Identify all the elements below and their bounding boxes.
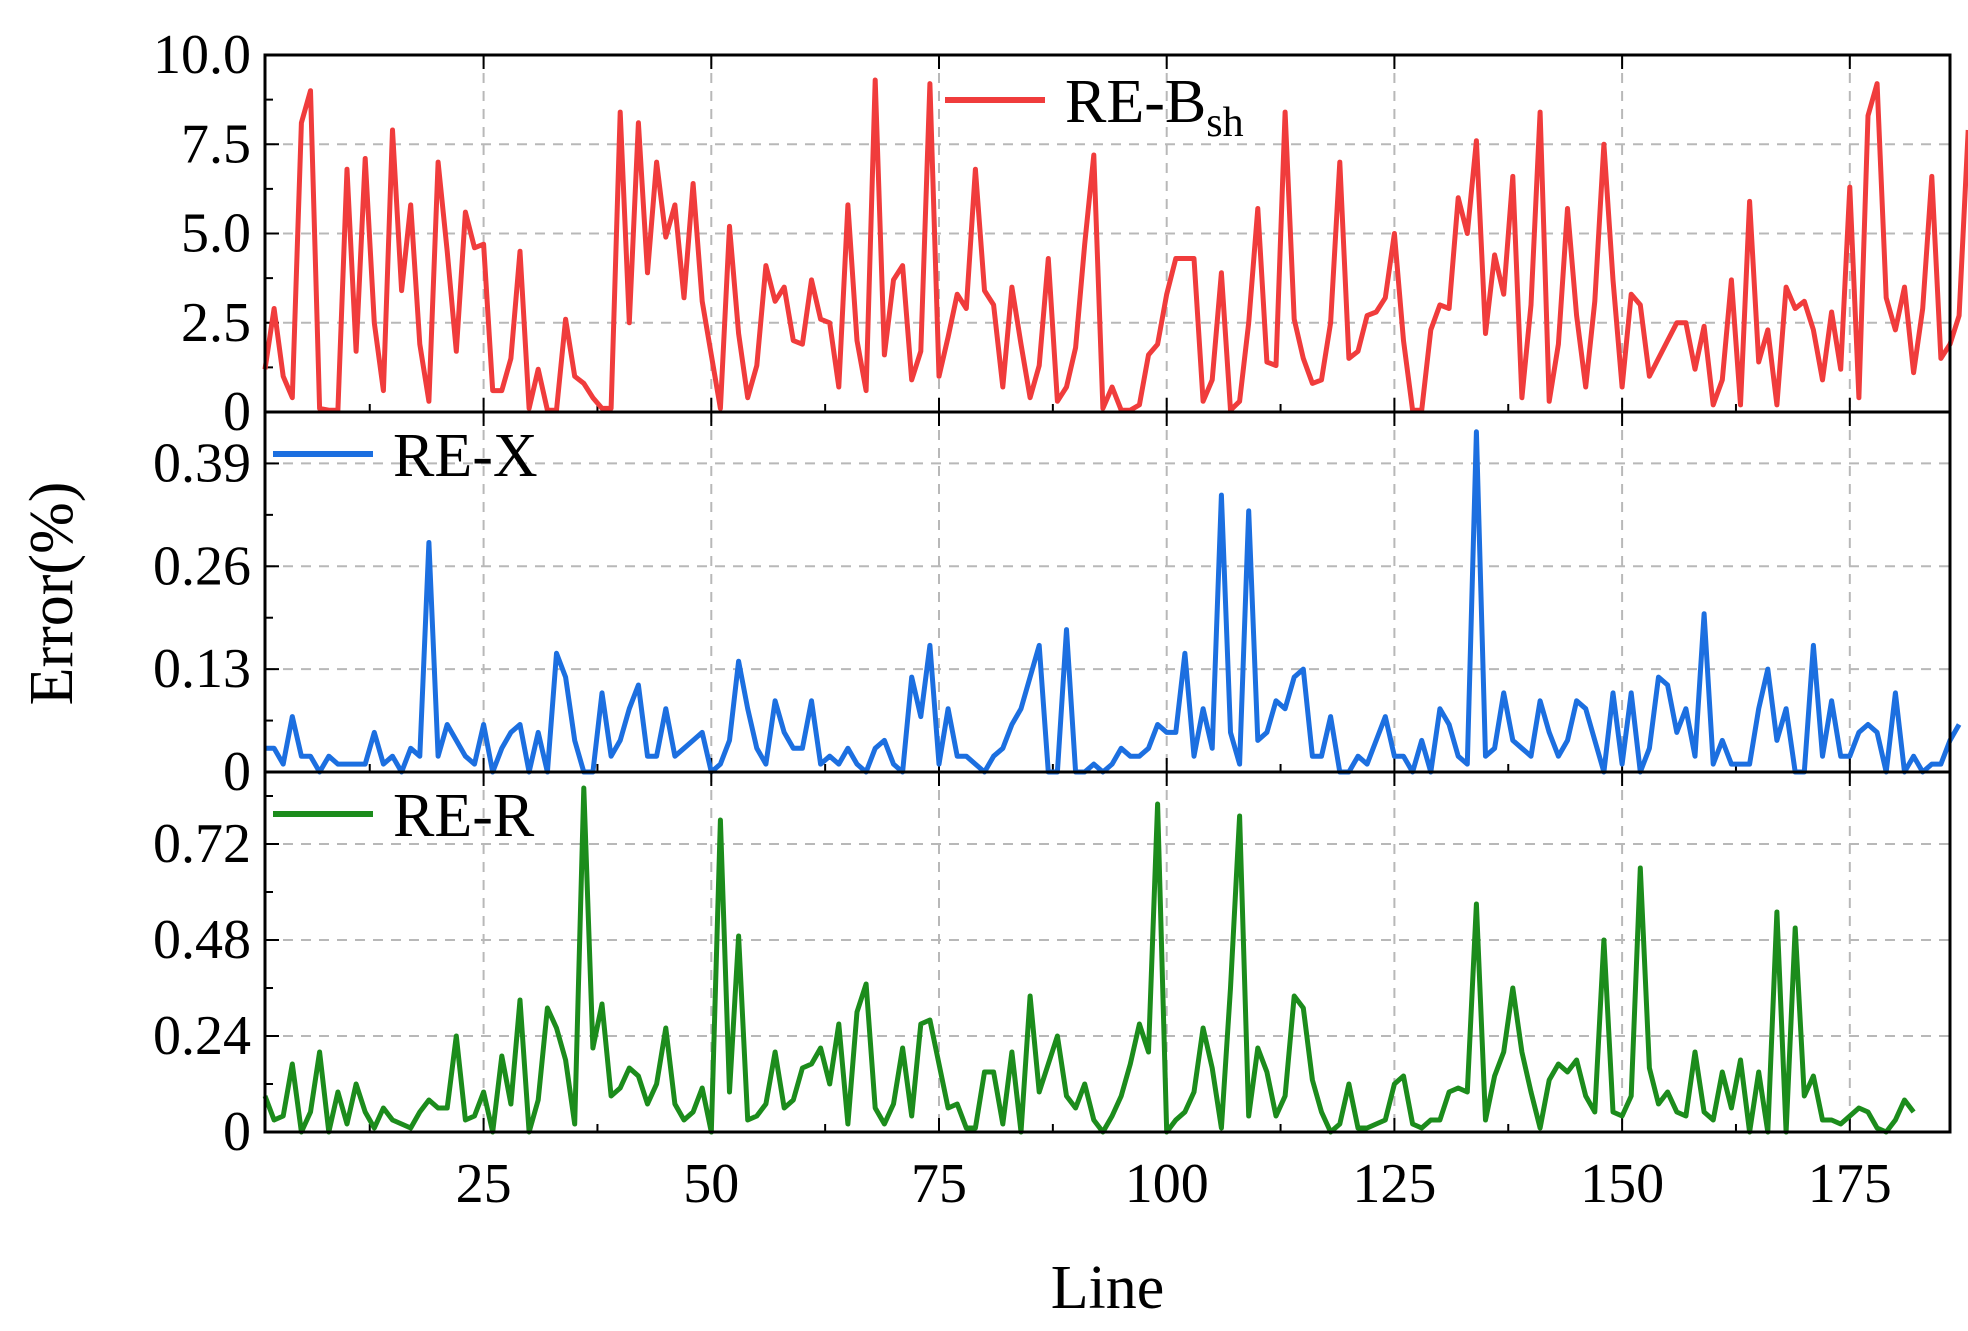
x-tick-label: 50 [683,1153,739,1215]
legend-label: RE-Bsh [1065,68,1244,146]
legend-label: RE-X [393,422,538,490]
y-tick-label: 0.24 [153,1005,251,1067]
y-tick-label: 0.39 [153,432,251,494]
legend-label-main: RE-X [393,422,538,490]
x-axis-title: Line [1051,1254,1165,1322]
y-tick-label: 0.48 [153,909,251,971]
panel-1: 0 2.5 5.0 7.5 10.0 RE-Bsh [153,24,1968,443]
x-tick-label: 175 [1808,1153,1892,1215]
legend-label-main: RE-B [1065,68,1206,136]
legend-label-main: RE-R [393,782,535,850]
series-line-3 [262,785,1916,1135]
y-tick-label: 0.13 [153,638,251,700]
legend-label-subscript: sh [1206,100,1243,146]
y-tick-label: 0 [223,381,251,443]
y-axis-title: Error(%) [18,482,86,706]
y-tick-label: 0 [223,741,251,803]
series-line-1 [262,77,1968,413]
panel-frame [263,770,1952,1134]
y-tick-label: 10.0 [153,24,251,86]
y-tick-label: 7.5 [181,113,251,175]
y-tick-label: 5.0 [181,203,251,265]
y-tick-label: 0 [223,1101,251,1163]
x-tick-label: 100 [1125,1153,1209,1215]
x-tick-label: 125 [1352,1153,1436,1215]
x-axis: 25 50 75 100 125 150 175 [456,1153,1892,1215]
y-tick-label: 0.72 [153,813,251,875]
panel-2: 0 0.13 0.26 0.39 RE-X [153,410,1962,803]
x-tick-label: 150 [1580,1153,1664,1215]
chart-panels: 0 2.5 5.0 7.5 10.0 RE-Bsh 0 0.13 0.26 0.39 RE-X 0 0.… [153,24,1968,1163]
panel-3: 0 0.24 0.48 0.72 RE-R [153,770,1952,1163]
y-tick-label: 0.26 [153,535,251,597]
legend-label: RE-R [393,782,535,850]
x-tick-label: 25 [456,1153,512,1215]
x-tick-label: 75 [911,1153,967,1215]
y-tick-label: 2.5 [181,292,251,354]
